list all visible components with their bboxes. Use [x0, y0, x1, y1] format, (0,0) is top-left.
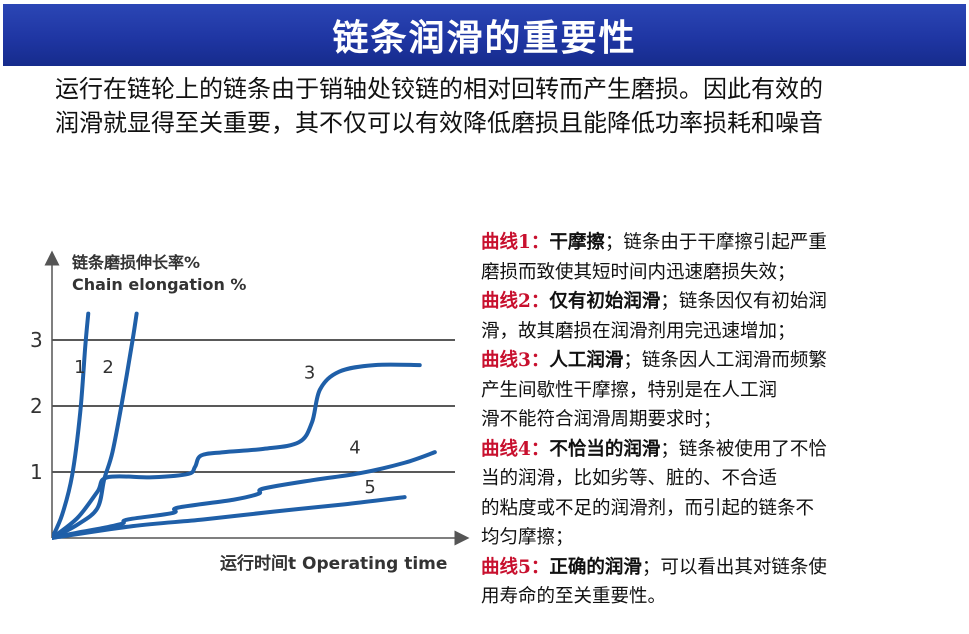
curve-name: 干摩擦	[549, 232, 605, 253]
curve-2	[52, 311, 139, 540]
curve-name: 正确的润滑	[549, 556, 642, 578]
description-text: 产生间歇性干摩擦，特别是在人工润	[481, 379, 778, 401]
curve-name: 仅有初始润滑	[549, 291, 661, 312]
description-text: ；链条因仅有初始润	[660, 291, 827, 312]
x-axis-label: 运行时间t Operating time	[220, 553, 447, 574]
description-text: ；可以看出其对链条使	[641, 556, 827, 578]
curve-annotation: 4	[349, 438, 360, 459]
description-line: 曲线2：仅有初始润滑；链条因仅有初始润	[481, 287, 951, 317]
description-text: 滑不能符合润滑周期要求时；	[481, 409, 722, 430]
curve-1	[52, 311, 91, 540]
description-text: 滑，故其磨损在润滑剂用完迅速增加；	[481, 320, 796, 342]
y-tick-label: 2	[30, 394, 43, 418]
description-text: 磨损而致使其短时间内迅速磨损失效；	[481, 261, 796, 283]
description-line: 曲线4：不恰当的润滑；链条被使用了不恰	[481, 435, 951, 465]
y-axis-label: 链条磨损伸长率%	[72, 253, 200, 272]
curve-3	[52, 362, 422, 540]
chain-elongation-chart: 123 1 2 345 链条磨损伸长率% Chain elongation % 运行…	[30, 250, 470, 574]
description-text: ；链条由于干摩擦引起严重	[604, 232, 827, 253]
curve-5	[52, 495, 407, 540]
curve-annotation: 1	[74, 357, 85, 378]
page-title: 链条润滑的重要性	[332, 18, 637, 59]
description-line: 产生间歇性干摩擦，特别是在人工润	[481, 376, 951, 406]
description-text: 当的润滑，比如劣等、脏的、不合适	[481, 468, 778, 489]
curve-name: 人工润滑	[549, 350, 624, 371]
curve-annotation: 3	[304, 362, 315, 383]
curve-label: 曲线4：	[481, 438, 550, 460]
description-line: 用寿命的至关重要性。	[481, 582, 951, 612]
intro-line: 运行在链轮上的链条由于销轴处铰链的相对回转而产生磨损。因此有效的	[55, 75, 823, 103]
description-line: 的粘度或不足的润滑剂，而引起的链条不	[481, 494, 951, 524]
description-line: 磨损而致使其短时间内迅速磨损失效；	[481, 258, 951, 288]
curve-descriptions: 曲线1：干摩擦；链条由于干摩擦引起严重磨损而致使其短时间内迅速磨损失效； 曲线2：…	[481, 228, 951, 612]
description-line: 均匀摩擦；	[481, 523, 951, 553]
title-bar: 链条润滑的重要性	[3, 4, 966, 66]
description-line: 曲线3：人工润滑；链条因人工润滑而频繁	[481, 346, 951, 376]
description-text: ；链条被使用了不恰	[660, 438, 827, 460]
curve-label: 曲线3：	[481, 350, 550, 371]
description-line: 滑，故其磨损在润滑剂用完迅速增加；	[481, 317, 951, 347]
description-text: ；链条因人工润滑而频繁	[623, 350, 827, 371]
description-text: 用寿命的至关重要性。	[481, 586, 667, 607]
curve-name: 不恰当的润滑	[549, 438, 661, 460]
description-line: 曲线1：干摩擦；链条由于干摩擦引起严重	[481, 228, 951, 258]
curve-4	[52, 450, 437, 540]
curve-annotation: 2	[102, 357, 113, 378]
curve-annotation: 5	[364, 477, 375, 498]
description-line: 当的润滑，比如劣等、脏的、不合适	[481, 464, 951, 494]
description-text: 的粘度或不足的润滑剂，而引起的链条不	[481, 497, 815, 519]
description-line: 曲线5：正确的润滑；可以看出其对链条使	[481, 553, 951, 583]
y-tick-label: 1	[30, 460, 43, 484]
curve-label: 曲线5：	[481, 556, 550, 578]
y-tick-label: 3	[30, 328, 43, 352]
curve-label: 曲线1：	[481, 232, 550, 253]
description-text: 均匀摩擦；	[481, 527, 574, 548]
intro-paragraph: 运行在链轮上的链条由于销轴处铰链的相对回转而产生磨损。因此有效的 润滑就显得至关…	[55, 72, 935, 140]
description-line: 滑不能符合润滑周期要求时；	[481, 405, 951, 435]
y-axis-label-en: Chain elongation %	[72, 275, 246, 294]
curve-label: 曲线2：	[481, 291, 550, 312]
intro-line: 润滑就显得至关重要，其不仅可以有效降低磨损且能降低功率损耗和噪音	[55, 109, 823, 137]
